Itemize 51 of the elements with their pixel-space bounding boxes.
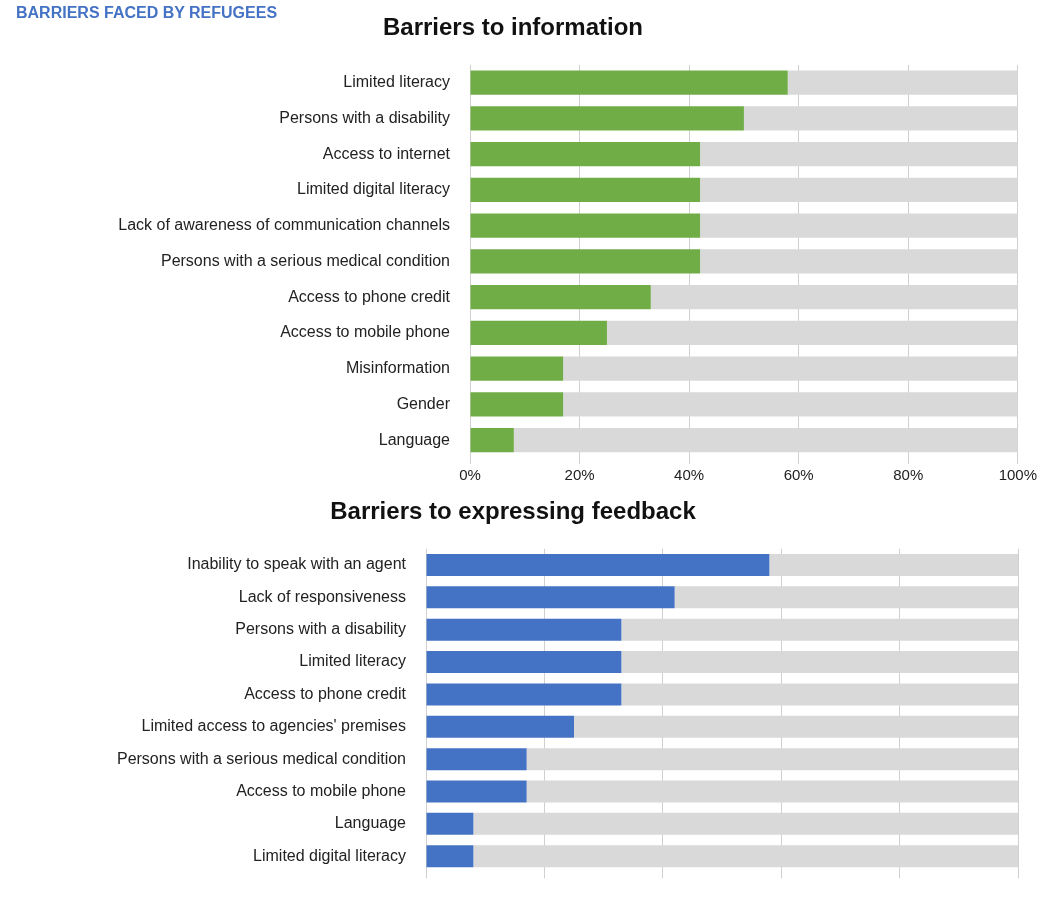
bar <box>470 249 701 274</box>
y-tick-label: Language <box>378 430 451 448</box>
y-tick-label: Persons with a serious medical condition <box>160 251 450 269</box>
y-tick-label: Access to phone credit <box>288 287 451 305</box>
y-tick-label: Limited access to agencies' premises <box>141 717 406 735</box>
y-tick-label: Persons with a disability <box>235 620 406 638</box>
y-tick-label: Access to internet <box>322 144 451 162</box>
chart-title: Barriers to information <box>382 13 644 41</box>
bar <box>470 392 564 417</box>
bar <box>470 70 788 95</box>
y-tick-label: Limited digital literacy <box>253 846 406 864</box>
bar <box>470 284 651 310</box>
bar <box>470 106 744 131</box>
y-tick-label: Inability to speak with an agent <box>187 555 407 573</box>
bar <box>426 748 527 771</box>
bar <box>426 845 474 868</box>
bar <box>470 142 701 167</box>
y-tick-label: Access to phone credit <box>244 684 407 702</box>
bar <box>470 177 701 203</box>
y-tick-label: Language <box>334 814 407 832</box>
bar <box>426 715 574 738</box>
bar <box>426 651 622 674</box>
bar <box>426 812 474 835</box>
x-tick-label: 60% <box>783 466 814 484</box>
x-tick-label: 0% <box>459 466 481 484</box>
y-tick-label: Limited literacy <box>343 73 450 91</box>
bar <box>426 618 622 641</box>
y-tick-label: Access to mobile phone <box>236 781 407 799</box>
bar <box>426 780 527 803</box>
bar <box>470 320 607 346</box>
bar <box>426 586 675 609</box>
y-tick-label: Misinformation <box>345 359 450 377</box>
y-tick-label: Lack of awareness of communication channels <box>118 216 450 234</box>
bar <box>470 356 564 381</box>
y-tick-label: Gender <box>396 394 451 412</box>
x-tick-label: 100% <box>998 466 1038 484</box>
y-tick-label: Limited digital literacy <box>297 180 450 198</box>
y-tick-label: Lack of responsiveness <box>238 587 406 605</box>
chart-title: Barriers to expressing feedback <box>330 497 697 525</box>
bar <box>426 553 770 576</box>
bar <box>470 427 514 453</box>
y-tick-label: Access to mobile phone <box>280 323 451 341</box>
x-tick-label: 20% <box>564 466 595 484</box>
y-tick-label: Limited literacy <box>299 652 406 670</box>
y-tick-label: Persons with a serious medical condition <box>116 749 406 767</box>
x-tick-label: 80% <box>893 466 924 484</box>
x-tick-label: 40% <box>674 466 705 484</box>
bar <box>426 683 622 706</box>
text: BARRIERS FACED BY REFUGEES <box>16 4 278 22</box>
y-tick-label: Persons with a disability <box>279 108 450 126</box>
bar <box>470 213 701 238</box>
